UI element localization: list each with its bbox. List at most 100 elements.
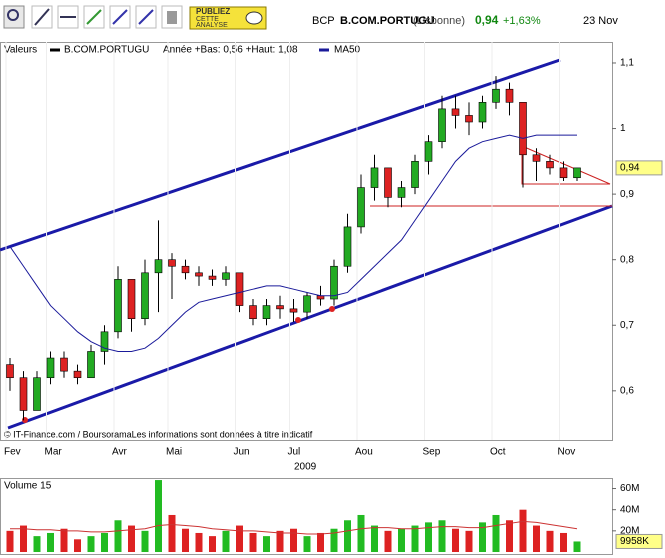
volume-bar <box>438 520 446 552</box>
candle-body <box>384 167 392 198</box>
x-tick-label: Mar <box>45 447 63 458</box>
candle-body <box>370 167 379 188</box>
touch-point <box>295 317 301 323</box>
candle-body <box>357 187 365 228</box>
candle-body <box>330 265 338 300</box>
candle-body <box>411 161 419 188</box>
x-tick-label: Jun <box>234 447 250 458</box>
channel-icon <box>112 9 128 25</box>
volume-bar <box>236 525 243 552</box>
volume-bar <box>276 530 284 552</box>
x-tick-label: Sep <box>423 447 441 458</box>
volume-bar <box>74 539 81 552</box>
candle-body <box>60 357 68 372</box>
legend-entry: MA50 <box>334 45 361 56</box>
volume-bar <box>155 480 162 552</box>
candle-body <box>573 167 581 179</box>
publish-text: CETTE <box>196 16 219 23</box>
candle-body <box>424 141 433 162</box>
candle-body <box>114 279 122 333</box>
volume-bar <box>168 514 176 552</box>
volume-bar <box>290 528 297 552</box>
volume-bar <box>519 509 527 552</box>
x-tick-label: Nov <box>558 447 576 458</box>
volume-bar <box>560 532 567 552</box>
volume-bar <box>128 525 135 552</box>
volume-bar <box>263 536 270 552</box>
candle-body <box>181 265 190 274</box>
volume-ma-line <box>10 520 578 535</box>
y-tick-label: 0,6 <box>620 385 634 396</box>
volume-bar <box>492 514 500 552</box>
candle-body <box>222 272 230 280</box>
volume-bar <box>20 525 27 552</box>
candle-body <box>249 305 257 319</box>
candle-body <box>397 187 406 198</box>
volume-bar <box>425 522 432 552</box>
x-tick-label: Jul <box>288 447 301 458</box>
candle-body <box>505 88 514 103</box>
y-tick-label: 0,7 <box>620 320 634 331</box>
volume-bar <box>6 530 14 552</box>
volume-bar <box>344 520 351 552</box>
y-tick-label: 0,8 <box>620 254 634 265</box>
volume-bar <box>303 536 311 552</box>
candle-body <box>492 88 500 103</box>
candle-body <box>141 272 149 319</box>
candle-body <box>73 370 82 379</box>
volume-bar <box>330 528 338 552</box>
candle-body <box>262 305 271 319</box>
volume-bar <box>411 525 419 552</box>
volume-bar <box>182 528 189 552</box>
y-tick-label: 0,9 <box>620 189 634 200</box>
touch-point <box>329 306 335 312</box>
candle-body <box>276 305 284 310</box>
candle-body <box>303 295 311 313</box>
candle-body <box>87 351 95 379</box>
parallel-icon <box>138 9 154 25</box>
volume-bar <box>506 520 513 552</box>
candle-body <box>195 272 203 277</box>
x-tick-label: Avr <box>112 447 127 458</box>
candle-body <box>451 108 460 116</box>
publish-button[interactable] <box>189 6 267 30</box>
candle-body <box>208 275 217 280</box>
header-date: 23 Nov <box>583 15 618 27</box>
volume-bar <box>141 530 149 552</box>
x-axis-label: 2009 <box>294 462 317 473</box>
fibo-icon <box>86 9 102 25</box>
volume-bar <box>47 532 54 552</box>
volume-bar <box>398 528 405 552</box>
header-name: B.COM.PORTUGU <box>340 15 435 27</box>
volume-bar <box>533 525 540 552</box>
line-icon <box>34 8 50 26</box>
volume-bar <box>371 525 378 552</box>
volume-bar <box>101 532 108 552</box>
candle-body <box>235 272 244 306</box>
channel-lower <box>7 204 613 430</box>
bubble-icon <box>245 11 263 25</box>
y-tick-label: 40M <box>620 504 639 515</box>
volume-bar <box>249 532 257 552</box>
volume-bar <box>465 530 473 552</box>
candle-body <box>438 108 446 142</box>
source-note: © IT-Finance.com / BoursoramaLes informa… <box>4 429 313 439</box>
candle-body <box>46 357 55 379</box>
y-tick-label: 1,1 <box>620 58 634 69</box>
header-market: (Lisbonne) <box>413 15 465 27</box>
current-tag <box>615 533 663 549</box>
volume-bar <box>546 530 554 552</box>
volume-bar <box>209 536 216 552</box>
x-tick-label: Mai <box>166 447 182 458</box>
candle-body <box>289 308 298 313</box>
candle-body <box>168 259 176 267</box>
publish-text: ANALYSE <box>196 22 228 29</box>
current-tag <box>615 160 663 176</box>
volume-bar <box>357 514 365 552</box>
volume-bar <box>479 522 486 552</box>
volume-bar <box>87 536 95 552</box>
volume-bar <box>384 530 392 552</box>
candle-body <box>6 364 14 379</box>
publish-text: PUBLIEZ <box>196 7 230 16</box>
